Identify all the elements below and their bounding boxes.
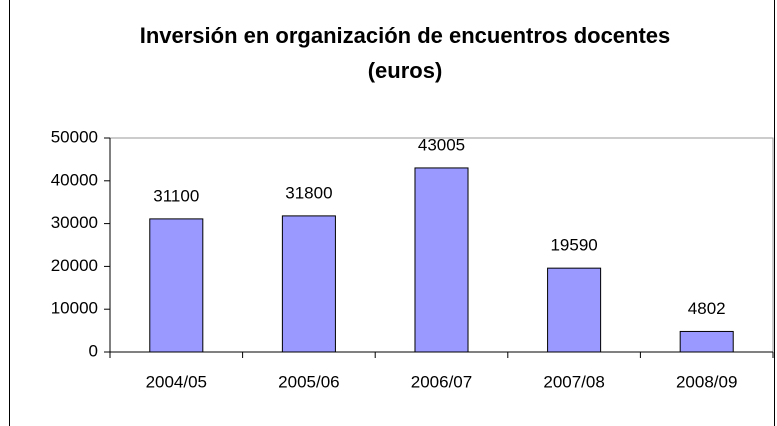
data-label: 43005 — [418, 135, 465, 154]
data-label: 19590 — [550, 236, 597, 255]
bar — [679, 330, 734, 353]
x-tick-label: 2005/06 — [278, 372, 339, 391]
y-tick-label: 0 — [89, 341, 98, 360]
x-tick-label: 2008/09 — [676, 372, 737, 391]
y-tick-label: 30000 — [51, 213, 98, 232]
bar — [281, 215, 336, 353]
x-tick-label: 2006/07 — [411, 372, 472, 391]
data-label: 4802 — [688, 299, 726, 318]
y-tick-label: 20000 — [51, 256, 98, 275]
bar — [149, 218, 204, 353]
data-label: 31100 — [153, 186, 199, 205]
bar — [547, 267, 602, 353]
y-tick-label: 10000 — [51, 299, 98, 318]
x-tick-label: 2004/05 — [146, 372, 207, 391]
bar — [414, 167, 469, 353]
data-label: 31800 — [285, 183, 332, 202]
y-tick-label: 40000 — [51, 170, 98, 189]
y-tick-label: 50000 — [51, 127, 98, 146]
chart-title: Inversión en organización de encuentros … — [139, 23, 671, 83]
x-tick-label: 2007/08 — [543, 372, 604, 391]
